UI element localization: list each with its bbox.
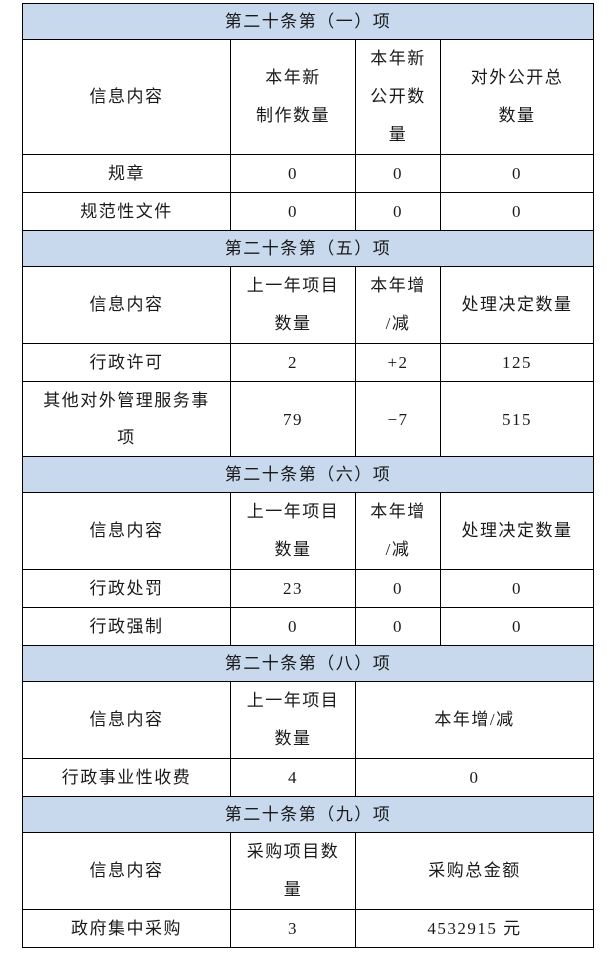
section-title-row: 第二十条第（九）项: [22, 796, 594, 833]
column-header: 信息内容: [22, 681, 231, 759]
row-value: 0: [355, 758, 594, 797]
row-value: 4: [230, 758, 356, 797]
column-header: 上一年项目 数量: [230, 492, 356, 570]
column-header: 上一年项目 数量: [230, 681, 356, 759]
column-header-row: 信息内容 本年新 制作数量 本年新 公开数 量对外公开总 数量: [22, 39, 594, 155]
row-label: 行政事业性收费: [22, 758, 231, 797]
row-value: 79: [230, 381, 356, 457]
row-label: 规范性文件: [22, 192, 231, 231]
row-value: 2: [230, 343, 356, 382]
row-label: 其他对外管理服务事 项: [22, 381, 231, 457]
section-title: 第二十条第（一）项: [22, 3, 594, 40]
row-value: −7: [355, 381, 441, 457]
table-row: 规章 0 0 0: [22, 154, 594, 193]
table-row: 规范性文件 0 0 0: [22, 192, 594, 231]
row-value: 0: [355, 154, 441, 193]
column-header-row: 信息内容 上一年项目 数量 本年增/减: [22, 681, 594, 759]
row-value: 0: [440, 607, 594, 646]
section-title-row: 第二十条第（五）项: [22, 230, 594, 267]
row-value: 0: [230, 154, 356, 193]
table-row: 行政许可 2 +2 125: [22, 343, 594, 382]
column-header-row: 信息内容 采购项目数 量采购总金额: [22, 832, 594, 910]
table-row: 行政事业性收费 4 0: [22, 758, 594, 797]
row-value: 0: [440, 192, 594, 231]
disclosure-report-table: 第二十条第（一）项 信息内容 本年新 制作数量 本年新 公开数 量对外公开总 数量 规章…: [22, 3, 594, 948]
column-header: 信息内容: [22, 492, 231, 570]
column-header-row: 信息内容 上一年项目 数量 本年增 /减 处理决定数量: [22, 492, 594, 570]
row-value: 0: [355, 569, 441, 608]
section-title: 第二十条第（八）项: [22, 645, 594, 682]
column-header-row: 信息内容 上一年项目 数量 本年增 /减 处理决定数量: [22, 266, 594, 344]
table-row: 其他对外管理服务事 项 79 −7 515: [22, 381, 594, 457]
column-header: 处理决定数量: [440, 492, 594, 570]
row-label: 规章: [22, 154, 231, 193]
row-value: 125: [440, 343, 594, 382]
column-header: 本年新 公开数 量: [355, 39, 441, 155]
row-value: 0: [230, 607, 356, 646]
row-value: 3: [230, 909, 356, 948]
row-label: 行政许可: [22, 343, 231, 382]
row-value: 515: [440, 381, 594, 457]
section-title-row: 第二十条第（八）项: [22, 645, 594, 682]
section-title: 第二十条第（六）项: [22, 456, 594, 493]
disclosure-table-body: 第二十条第（一）项 信息内容 本年新 制作数量 本年新 公开数 量对外公开总 数量 规章…: [22, 3, 594, 948]
column-header: 处理决定数量: [440, 266, 594, 344]
column-header: 本年增/减: [355, 681, 594, 759]
table-row: 行政强制 0 0 0: [22, 607, 594, 646]
column-header: 信息内容: [22, 832, 231, 910]
row-label: 行政处罚: [22, 569, 231, 608]
row-value: 0: [230, 192, 356, 231]
row-value: 4532915 元: [355, 909, 594, 948]
section-title: 第二十条第（五）项: [22, 230, 594, 267]
row-value: 0: [355, 607, 441, 646]
section-title: 第二十条第（九）项: [22, 796, 594, 833]
row-value: 0: [355, 192, 441, 231]
section-title-row: 第二十条第（一）项: [22, 3, 594, 40]
column-header: 采购总金额: [355, 832, 594, 910]
column-header: 采购项目数 量: [230, 832, 356, 910]
row-value: 23: [230, 569, 356, 608]
column-header: 对外公开总 数量: [440, 39, 594, 155]
row-value: 0: [440, 569, 594, 608]
row-label: 行政强制: [22, 607, 231, 646]
column-header: 本年增 /减: [355, 266, 441, 344]
column-header: 信息内容: [22, 39, 231, 155]
section-title-row: 第二十条第（六）项: [22, 456, 594, 493]
column-header: 信息内容: [22, 266, 231, 344]
table-row: 政府集中采购 3 4532915 元: [22, 909, 594, 948]
column-header: 本年增 /减: [355, 492, 441, 570]
column-header: 本年新 制作数量: [230, 39, 356, 155]
column-header: 上一年项目 数量: [230, 266, 356, 344]
row-label: 政府集中采购: [22, 909, 231, 948]
row-value: 0: [440, 154, 594, 193]
row-value: +2: [355, 343, 441, 382]
table-row: 行政处罚 23 0 0: [22, 569, 594, 608]
